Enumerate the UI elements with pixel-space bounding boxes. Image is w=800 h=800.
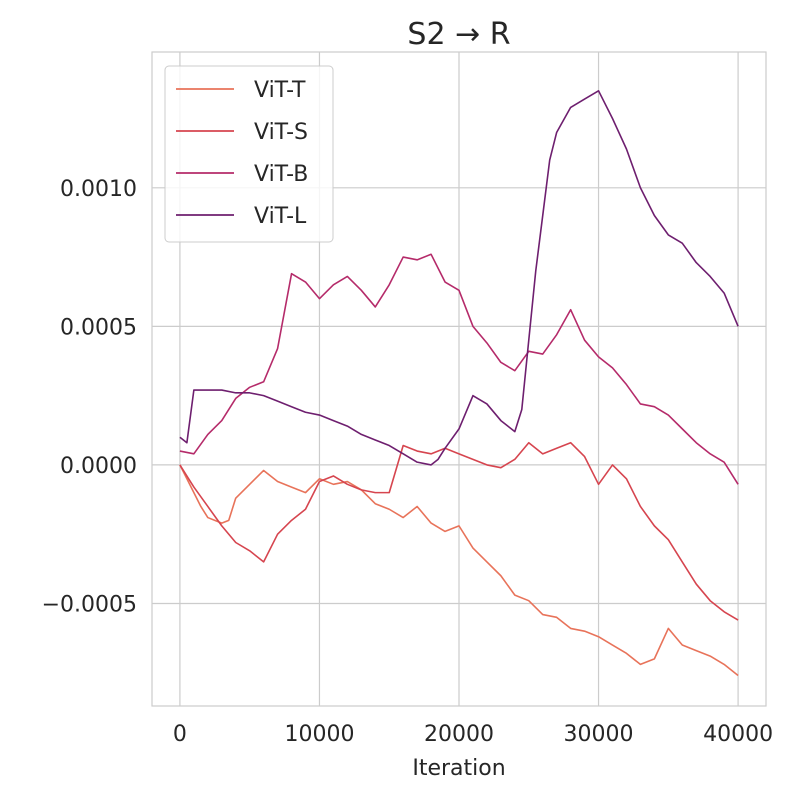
legend-label: ViT-S [254,120,308,145]
x-tick-label: 30000 [564,722,634,747]
x-axis-label: Iteration [412,756,505,781]
series-line-vit-t [179,464,739,677]
legend-label: ViT-L [254,204,307,229]
axis-ticks: 0 10000 20000 30000 40000 −0.0005 0.0000 0.0005… [42,177,774,747]
chart-title: S2 → R [407,17,510,52]
y-tick-label: 0.0005 [60,315,137,340]
series-line-vit-b [179,253,739,485]
y-tick-label: −0.0005 [42,592,137,617]
series-lines [179,90,739,677]
y-tick-label: 0.0010 [60,177,137,202]
legend-box [164,65,334,243]
legend: ViT-T ViT-S ViT-B ViT-L [164,65,334,243]
x-tick-label: 20000 [424,722,494,747]
legend-label: ViT-T [254,78,306,103]
x-tick-label: 10000 [284,722,354,747]
series-line-vit-s [179,441,739,621]
x-tick-label: 0 [173,722,187,747]
legend-label: ViT-B [254,162,308,187]
x-tick-label: 40000 [703,722,773,747]
series-line-vit-l [179,90,739,466]
plot-frame [151,51,767,707]
y-tick-label: 0.0000 [60,454,137,479]
